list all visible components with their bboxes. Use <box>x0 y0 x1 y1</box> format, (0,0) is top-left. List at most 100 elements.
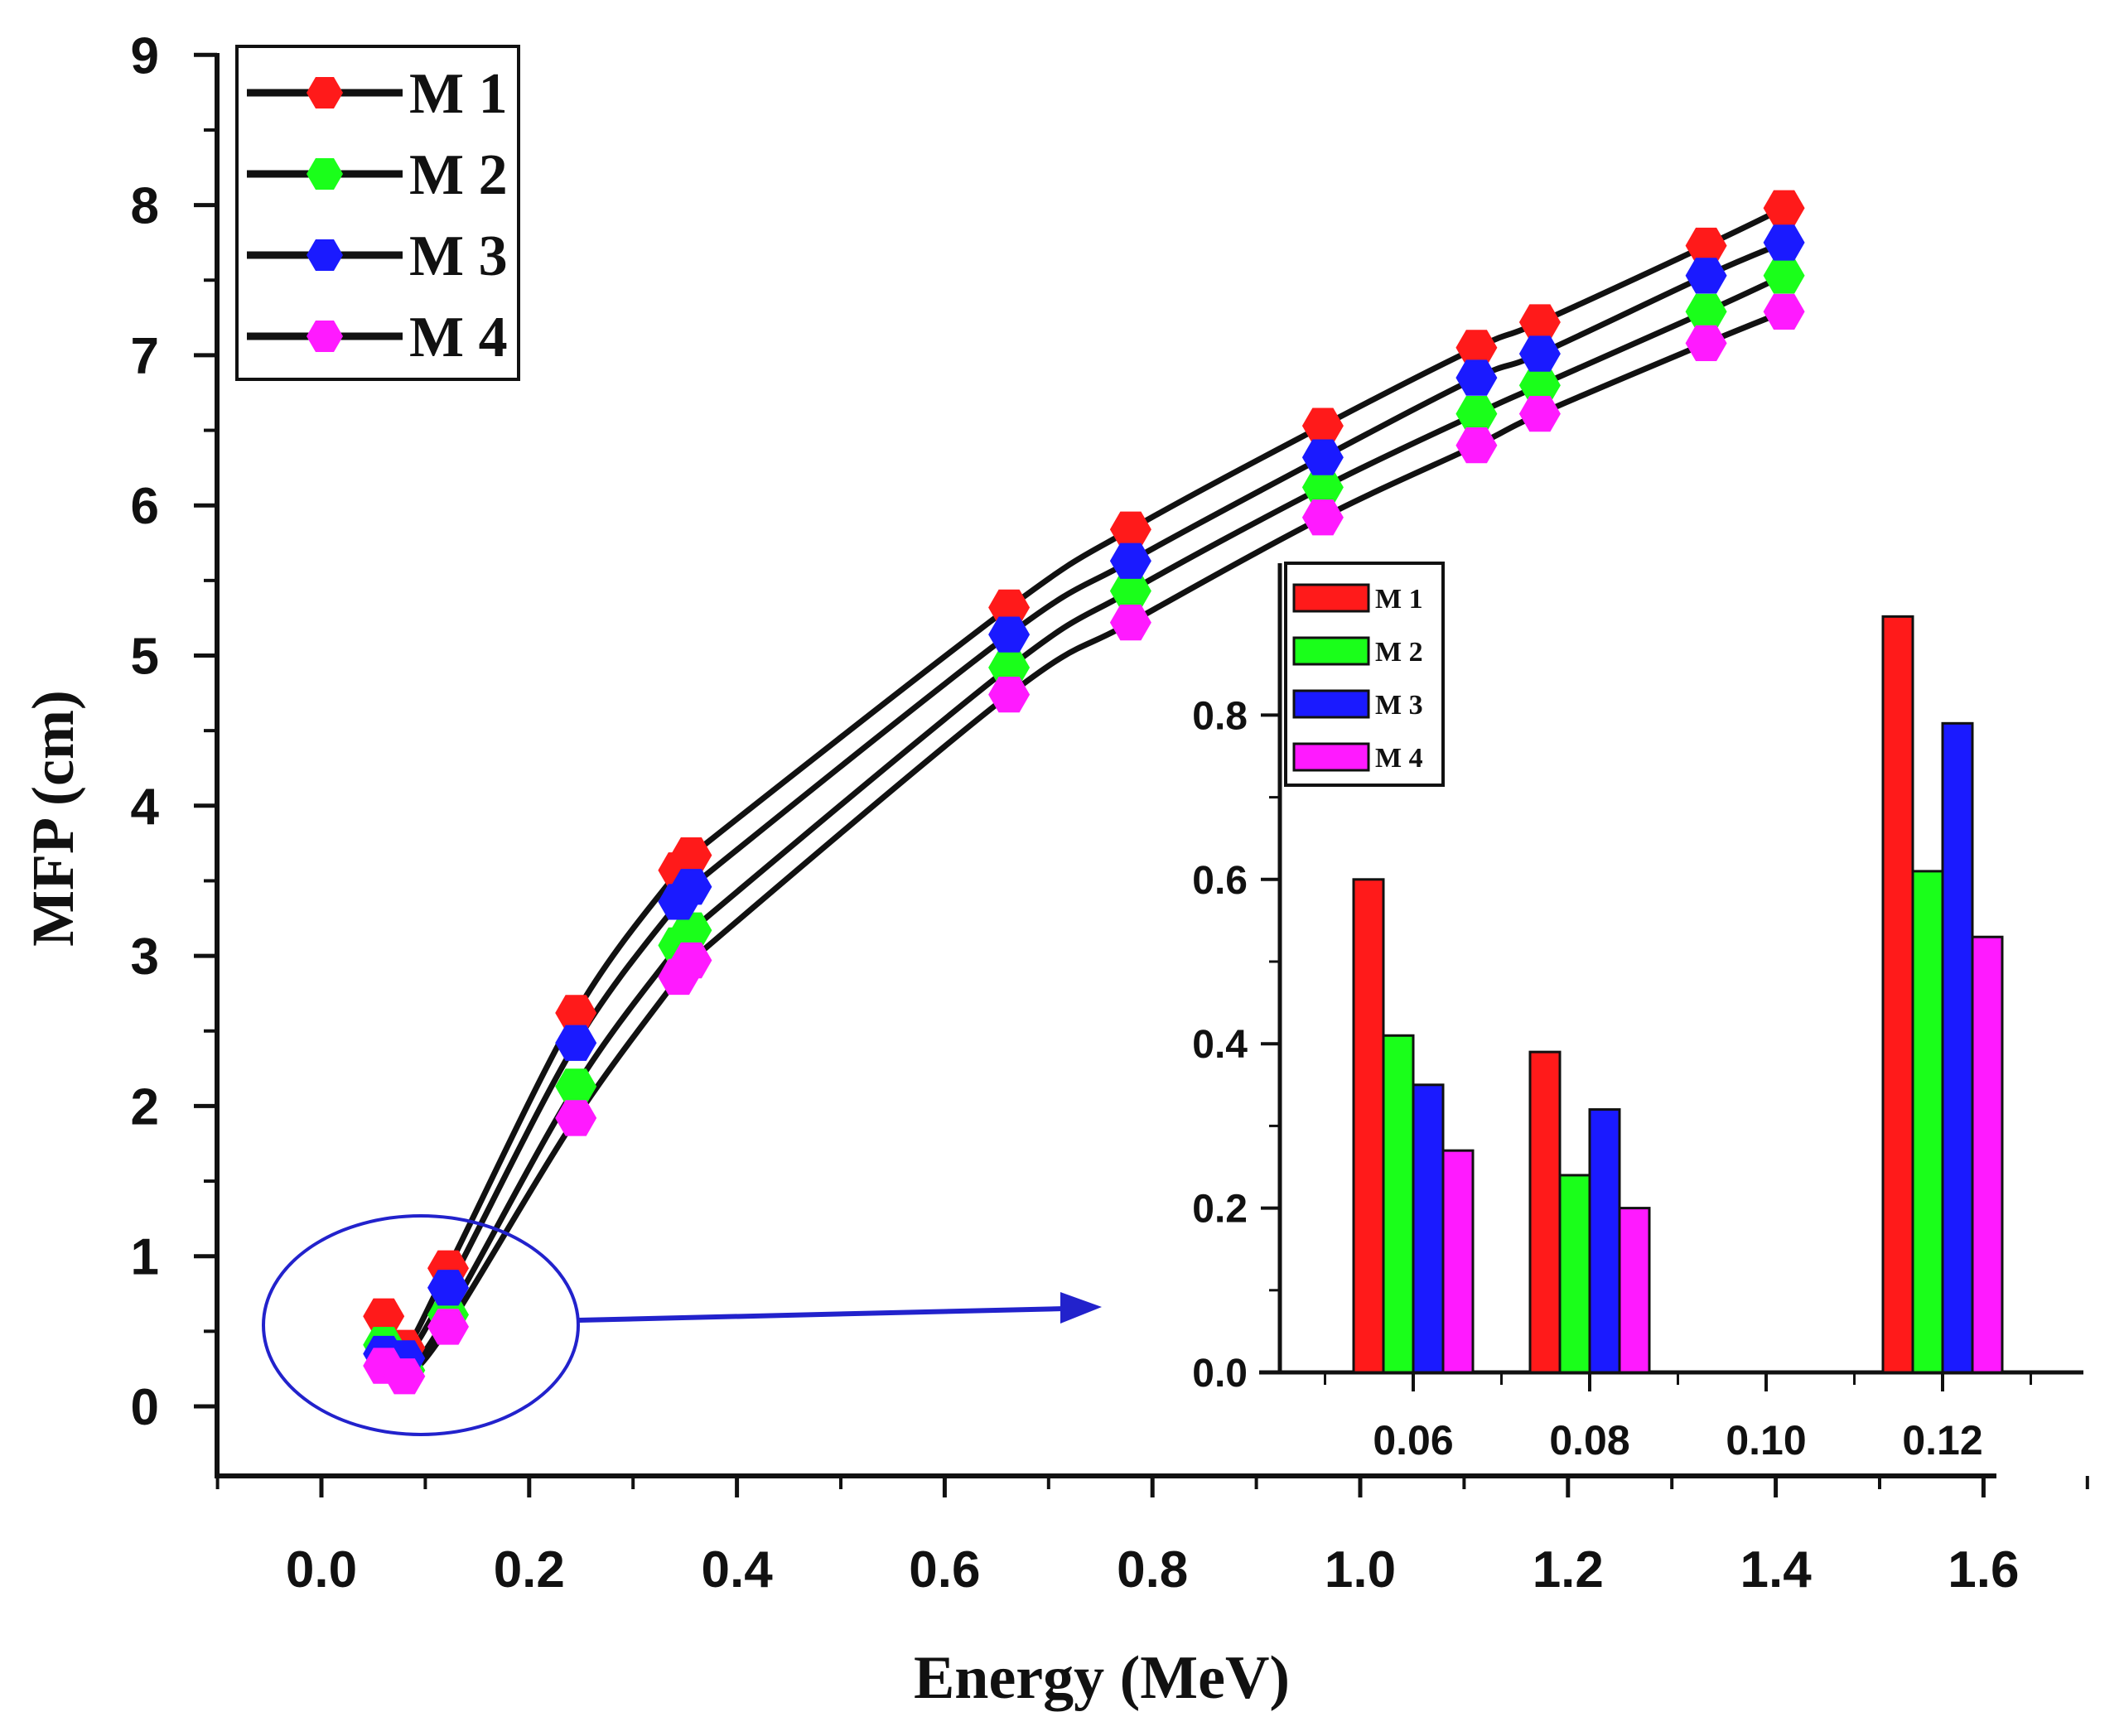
bar-m4-0.06 <box>1441 1149 1475 1374</box>
inset-y-tick-label: 0.2 <box>1192 1188 1248 1232</box>
main-x-tick-label: 0.2 <box>494 1541 565 1599</box>
main-x-tick-label: 0.8 <box>1117 1541 1188 1599</box>
data-point-m1 <box>1518 304 1561 340</box>
main-x-tick-label: 0.4 <box>701 1541 773 1599</box>
data-point-m2 <box>1109 572 1151 610</box>
main-legend: M 1 M 2 M 3 M 4 <box>235 45 520 381</box>
main-legend-entry-m1: M 1 <box>247 62 508 126</box>
inset-x-tick-label: 0.08 <box>1549 1417 1629 1464</box>
main-x-tick-label: 1.4 <box>1740 1541 1812 1599</box>
data-point-m4 <box>1455 427 1498 464</box>
inset-legend-swatch-m2 <box>1292 636 1370 666</box>
main-legend-entry-m3: M 3 <box>247 224 508 288</box>
series-line-m2 <box>381 272 1786 1374</box>
y-axis-title: MFP (cm) <box>20 690 86 947</box>
data-point-m3 <box>1763 224 1805 261</box>
main-x-tick-label: 0.6 <box>909 1541 980 1599</box>
inset-legend-label-m1: M 1 <box>1375 584 1423 615</box>
main-axes: 0 1 2 3 4 5 6 7 8 9 0.0 0.2 0.4 0.6 0.8 1.0 1.2 1.4 1.6 <box>131 27 2089 1599</box>
data-point-m1 <box>1685 227 1727 264</box>
data-point-m4 <box>1518 396 1561 432</box>
inset-y-tick-label: 0.8 <box>1192 694 1248 738</box>
bar-m1-0.06 <box>1352 878 1385 1374</box>
bar-m2-0.06 <box>1382 1034 1415 1374</box>
data-point-m3 <box>1455 359 1498 396</box>
main-y-tick-label: 9 <box>131 27 159 84</box>
series-line-m4 <box>381 309 1785 1382</box>
main-legend-label-m1: M 1 <box>409 62 508 126</box>
main-x-tick-label: 1.2 <box>1533 1541 1604 1599</box>
data-point-m1 <box>988 589 1031 626</box>
inset-legend-label-m4: M 4 <box>1375 743 1423 774</box>
inset-legend-swatch-m3 <box>1292 689 1370 719</box>
main-y-tick-label: 0 <box>131 1379 159 1436</box>
main-legend-marker-m1 <box>307 77 343 108</box>
inset-legend-entry-m3: M 3 <box>1292 689 1423 721</box>
inset-y-tick-label: 0.6 <box>1192 859 1248 903</box>
main-series-lines <box>381 205 1786 1382</box>
data-point-m4 <box>1763 293 1805 330</box>
data-point-m4 <box>988 677 1031 713</box>
data-point-m3 <box>1685 258 1727 294</box>
data-point-m4 <box>427 1309 469 1345</box>
inset-legend: M 1 M 2 M 3 M 4 <box>1284 562 1445 787</box>
main-x-tick-label: 1.6 <box>1948 1541 2019 1599</box>
series-line-m1 <box>381 205 1786 1353</box>
data-point-m1 <box>1763 190 1805 226</box>
main-series-markers <box>363 190 1805 1395</box>
data-point-m4 <box>384 1358 426 1395</box>
main-y-tick-label: 4 <box>131 779 160 836</box>
inset-y-tick-label: 0.4 <box>1192 1023 1248 1067</box>
data-point-m4 <box>1301 499 1344 536</box>
main-y-tick-label: 7 <box>131 328 159 385</box>
inset-y-tick-label: 0.0 <box>1192 1352 1248 1396</box>
main-legend-marker-m4 <box>307 321 343 352</box>
data-point-m2 <box>988 649 1031 686</box>
inset-bars <box>1352 615 2004 1374</box>
data-point-m4 <box>1685 325 1727 361</box>
inset-legend-label-m2: M 2 <box>1375 637 1423 668</box>
x-axis-title: Energy (MeV) <box>914 1644 1290 1712</box>
data-point-m1 <box>363 1298 405 1334</box>
data-point-m3 <box>1109 542 1151 579</box>
main-legend-box <box>235 45 520 381</box>
main-legend-marker-m2 <box>307 158 343 190</box>
data-point-m2 <box>555 1068 597 1105</box>
data-point-m1 <box>1455 330 1498 366</box>
main-legend-entry-m2: M 2 <box>247 143 508 207</box>
data-point-m3 <box>427 1270 469 1306</box>
bar-m2-0.08 <box>1558 1174 1591 1374</box>
main-y-tick-label: 3 <box>131 928 159 986</box>
inset-legend-swatch-m4 <box>1292 742 1370 772</box>
inset-x-tick-label: 0.10 <box>1726 1417 1806 1464</box>
zoom-arrowhead-annotation <box>1060 1292 1102 1324</box>
data-point-m2 <box>1455 396 1498 432</box>
main-y-tick-label: 1 <box>131 1229 159 1286</box>
main-y-tick-label: 5 <box>131 629 159 686</box>
bar-m4-0.08 <box>1618 1207 1651 1374</box>
main-x-tick-label: 0.0 <box>286 1541 357 1599</box>
data-point-m2 <box>1685 293 1727 330</box>
data-point-m1 <box>670 837 712 874</box>
main-y-tick-label: 6 <box>131 478 159 535</box>
inset-legend-label-m3: M 3 <box>1375 690 1423 721</box>
data-point-m2 <box>1518 367 1561 403</box>
bar-m3-0.06 <box>1412 1083 1445 1374</box>
main-legend-label-m2: M 2 <box>409 143 508 207</box>
bar-m1-0.12 <box>1881 615 1914 1374</box>
data-point-m1 <box>555 995 597 1031</box>
bar-m2-0.12 <box>1911 870 1944 1374</box>
data-point-m3 <box>1301 439 1344 475</box>
inset-x-tick-label: 0.06 <box>1373 1417 1453 1464</box>
data-point-m4 <box>1109 605 1151 641</box>
main-y-tick-label: 8 <box>131 178 159 235</box>
zoom-circle-annotation <box>262 1214 580 1436</box>
main-legend-marker-m3 <box>307 239 343 271</box>
data-point-m4 <box>670 942 712 979</box>
data-point-m3 <box>1518 335 1561 372</box>
zoom-arrow-annotation <box>577 1306 1065 1323</box>
data-point-m2 <box>1763 258 1805 294</box>
inset-legend-swatch-m1 <box>1292 583 1370 613</box>
data-point-m1 <box>1109 511 1151 547</box>
